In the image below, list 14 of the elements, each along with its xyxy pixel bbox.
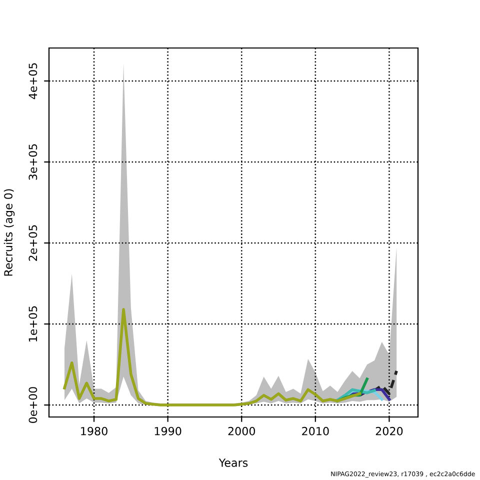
x-tick-label: 1980 (81, 426, 108, 436)
x-tick-label: 2020 (376, 426, 403, 436)
x-axis-title: Years (218, 458, 248, 467)
x-tick-label: 2010 (302, 426, 329, 436)
x-tick-label: 1990 (154, 426, 182, 436)
y-tick-label: 1e+05 (28, 306, 38, 342)
x-tick-label: 2000 (228, 426, 256, 436)
y-tick-label: 0e+00 (28, 387, 38, 423)
y-tick-label: 3e+05 (28, 144, 38, 180)
line-series (63, 308, 362, 406)
line-series (358, 370, 398, 397)
y-tick-label: 2e+05 (28, 225, 38, 261)
y-tick-label: 4e+05 (28, 63, 38, 100)
y-axis-title: Recruits (age 0) (4, 189, 15, 276)
